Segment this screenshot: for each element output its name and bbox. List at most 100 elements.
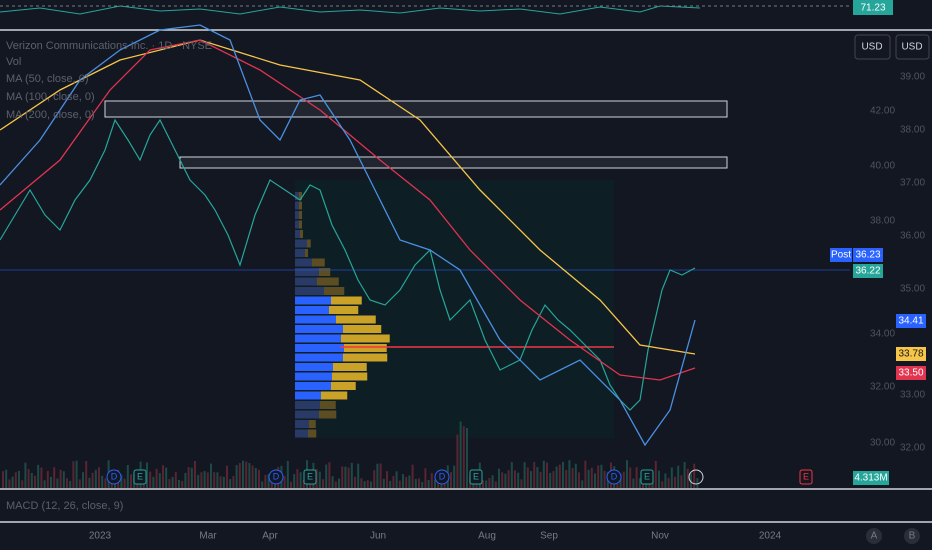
volume-bar	[98, 467, 100, 488]
volume-bar	[341, 466, 344, 488]
event-label: E	[307, 471, 313, 481]
time-tick-label: Sep	[540, 531, 558, 542]
volume-bar	[347, 467, 350, 488]
volume-bar	[203, 471, 206, 488]
volume-bar	[75, 460, 78, 488]
volume-bar	[558, 464, 561, 488]
volume-bar	[370, 481, 372, 488]
ma-50	[0, 24, 696, 447]
profile-bar	[320, 401, 336, 409]
volume-bar	[328, 462, 331, 488]
volume-bar	[373, 470, 376, 488]
profile-bar	[295, 249, 305, 257]
profile-bar	[295, 410, 319, 419]
event-marker	[606, 469, 622, 485]
volume-bar	[398, 480, 401, 488]
profile-bar	[295, 230, 300, 238]
volume-bar	[450, 472, 452, 488]
volume-bar	[571, 468, 574, 488]
profile-bar	[295, 239, 307, 248]
ma-200	[0, 39, 696, 355]
price-tick-label: 33.00	[900, 390, 925, 401]
event-label: D	[611, 471, 618, 481]
time-tick-label: Mar	[199, 531, 217, 542]
volume-bar	[382, 478, 385, 488]
volume-bar	[360, 478, 363, 488]
price-tick-label: 30.00	[870, 438, 895, 449]
volume-bar	[466, 427, 468, 488]
volume-bar	[344, 466, 347, 488]
currency-button[interactable]	[854, 34, 891, 60]
volume-bar	[651, 481, 654, 488]
volume-bar	[418, 478, 420, 488]
badge	[896, 314, 926, 328]
volume-bar	[683, 462, 686, 488]
volume-bar	[578, 472, 580, 488]
volume-bar	[376, 463, 379, 488]
volume-bar	[299, 472, 302, 488]
volume-bar	[190, 467, 193, 488]
last-price: 36.22	[855, 266, 880, 277]
profile-bar	[295, 334, 341, 343]
profile-bar	[295, 353, 343, 362]
time-tick-label: 2024	[759, 531, 782, 542]
profile-bar	[332, 372, 368, 381]
ma-value: 33.50	[898, 368, 923, 379]
event-label: D	[111, 471, 118, 481]
time-tick-label: 2023	[89, 531, 112, 542]
volume-bar	[405, 476, 408, 488]
corner-button[interactable]	[904, 528, 920, 544]
profile-bar	[295, 344, 344, 352]
volume-value: 4.313M	[854, 473, 887, 484]
profile-bar	[299, 192, 302, 200]
volume-bar	[162, 465, 164, 488]
live-marker	[688, 469, 704, 485]
corner-button[interactable]	[866, 528, 882, 544]
volume-bar	[562, 461, 564, 488]
event-marker	[106, 469, 122, 485]
volume-bar	[146, 462, 148, 488]
profile-bar	[305, 249, 308, 257]
volume-bar	[251, 465, 254, 488]
volume-bar	[8, 479, 11, 488]
volume-bar	[238, 463, 241, 488]
volume-bar	[264, 474, 267, 488]
volume-bar	[334, 481, 337, 488]
badge	[896, 366, 926, 380]
legend-ma: MA (200, close, 0)	[6, 109, 95, 121]
event-marker	[268, 469, 284, 485]
volume-bar	[66, 478, 68, 488]
volume-bar	[194, 460, 196, 488]
volume-bar	[379, 463, 382, 488]
volume-bar	[152, 476, 155, 488]
volume-bar	[219, 476, 222, 488]
volume-bar	[120, 474, 123, 488]
event-marker	[799, 469, 813, 485]
profile-bar	[295, 287, 324, 295]
volume-bar	[56, 478, 59, 488]
volume-bar	[597, 465, 600, 488]
volume-bar	[174, 472, 177, 488]
currency-button[interactable]	[895, 34, 930, 60]
macd-label: MACD (12, 26, close, 9)	[6, 500, 123, 512]
volume-bar	[222, 476, 225, 488]
event-marker	[434, 469, 450, 485]
ma-100	[0, 39, 696, 381]
volume-bar	[696, 478, 699, 488]
profile-bar	[295, 211, 299, 219]
volume-bar	[632, 478, 635, 488]
event-label: E	[644, 471, 650, 481]
volume-bar	[523, 462, 526, 488]
volume-bar	[229, 479, 232, 488]
profile-bar	[331, 382, 356, 390]
event-label: E	[803, 471, 809, 481]
profile-bar	[295, 296, 331, 305]
volume-bar	[619, 473, 622, 488]
volume-bar	[78, 479, 81, 488]
volume-bar	[549, 472, 552, 488]
profile-bar	[295, 306, 329, 314]
badge	[896, 347, 926, 361]
volume-bar	[37, 464, 40, 488]
volume-bar	[62, 471, 65, 488]
volume-bar	[296, 469, 299, 488]
